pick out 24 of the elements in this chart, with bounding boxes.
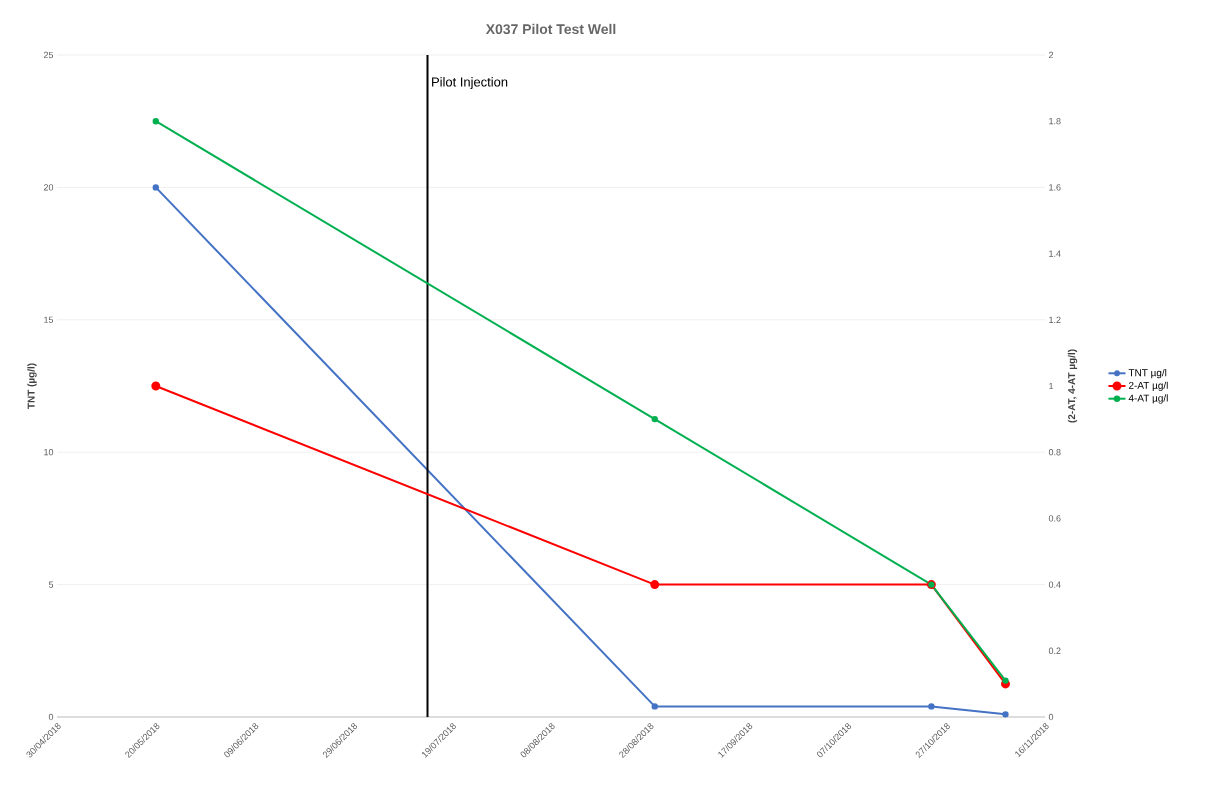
y2-tick-label: 0.8 [1048,449,1061,456]
legend-label: TNT µg/l [1128,368,1167,379]
y2-tick-label: 1.6 [1049,184,1061,191]
y2-tick-label: 2 [1048,51,1054,59]
chart-title: X037 Pilot Test Well [485,23,616,35]
y2-tick-label: 0.6 [1048,515,1061,522]
y2-tick-label: 0.4 [1048,581,1061,588]
y-tick-label: 25 [43,51,54,59]
y-tick-label: 5 [48,581,54,588]
y2-axis-title: (2-AT, 4-AT µg/l) [1067,349,1078,423]
y-tick-label: 15 [44,316,54,323]
y-tick-label: 20 [43,184,54,191]
y2-tick-label: 1 [1049,382,1054,390]
y2-tick-label: 1.8 [1049,118,1061,125]
y-tick-label: 0 [48,713,54,721]
y-axis-title: TNT (µg/l) [27,363,37,409]
y2-tick-label: 1.4 [1049,250,1061,257]
legend-label: 2-AT µg/l [1128,381,1168,391]
ref-line-label: Pilot Injection [432,77,508,90]
y-tick-label: 10 [44,449,54,456]
y2-tick-label: 0 [1048,713,1054,721]
y2-tick-label: 0.2 [1048,647,1061,654]
legend-label: 4-AT µg/l [1128,394,1168,404]
y2-tick-label: 1.2 [1049,316,1061,323]
